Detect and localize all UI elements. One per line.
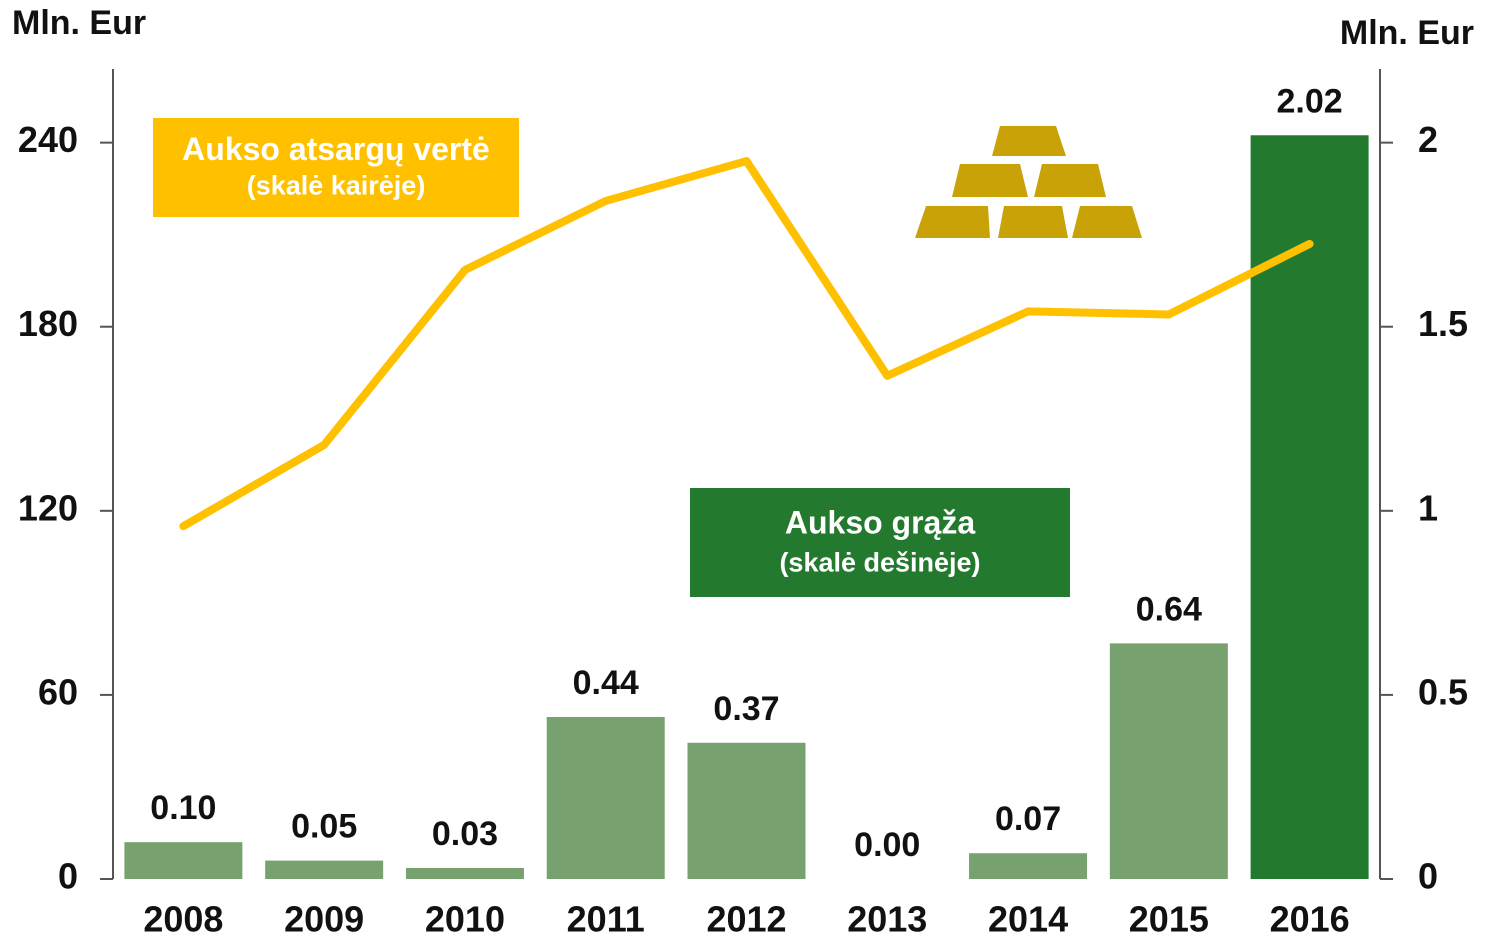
x-tick-label: 2012 — [706, 899, 786, 940]
x-tick-label: 2014 — [988, 899, 1068, 940]
y2-tick-label: 1 — [1418, 487, 1438, 528]
y2-tick-label: 0 — [1418, 856, 1438, 897]
x-tick-label: 2011 — [567, 899, 645, 940]
x-tick-label: 2010 — [425, 899, 505, 940]
x-tick-label: 2009 — [284, 899, 364, 940]
y-tick-label: 120 — [18, 487, 78, 528]
bar-legend-scale-label: (skalė dešinėje) — [779, 547, 980, 577]
x-tick-label: 2013 — [847, 899, 927, 940]
bar — [265, 860, 384, 879]
x-tick-label: 2015 — [1129, 899, 1209, 940]
line-legend-box — [153, 118, 519, 217]
bar — [124, 842, 243, 879]
y2-tick-label: 2 — [1418, 119, 1438, 160]
bar — [1109, 643, 1228, 879]
line-legend-scale-label: (skalė kairėje) — [247, 170, 426, 200]
line — [179, 157, 1314, 531]
y-tick-label: 0 — [58, 856, 78, 897]
bar-value-label: 0.05 — [291, 808, 357, 846]
bar — [687, 742, 806, 879]
y2-axis-title: Mln. Eur — [1340, 14, 1474, 52]
y-axis-title: Mln. Eur — [12, 4, 146, 42]
bar-value-label: 0.44 — [573, 664, 639, 702]
bar-legend-label: Aukso grąža — [785, 505, 975, 541]
bar-value-label: 0.00 — [854, 826, 920, 864]
line-legend-label: Aukso atsargų vertė — [182, 131, 490, 167]
bar-value-label: 0.07 — [995, 800, 1061, 838]
bar-value-label: 0.10 — [150, 789, 216, 827]
bar — [405, 867, 524, 879]
y2-tick-label: 0.5 — [1418, 671, 1468, 712]
bar — [969, 853, 1088, 879]
bar — [546, 717, 665, 879]
y-tick-label: 60 — [38, 671, 78, 712]
bar-value-label: 0.03 — [432, 815, 498, 853]
y-tick-label: 240 — [18, 119, 78, 160]
gold-bars-icon — [915, 126, 1142, 238]
bar-legend-box — [690, 488, 1070, 597]
x-tick-label: 2016 — [1270, 899, 1350, 940]
bar-value-label: 2.02 — [1277, 82, 1343, 120]
y2-tick-label: 1.5 — [1418, 303, 1468, 344]
bar-value-label: 0.64 — [1136, 590, 1202, 628]
y-tick-label: 180 — [18, 303, 78, 344]
x-tick-label: 2008 — [143, 899, 223, 940]
bar-value-label: 0.37 — [713, 690, 779, 728]
